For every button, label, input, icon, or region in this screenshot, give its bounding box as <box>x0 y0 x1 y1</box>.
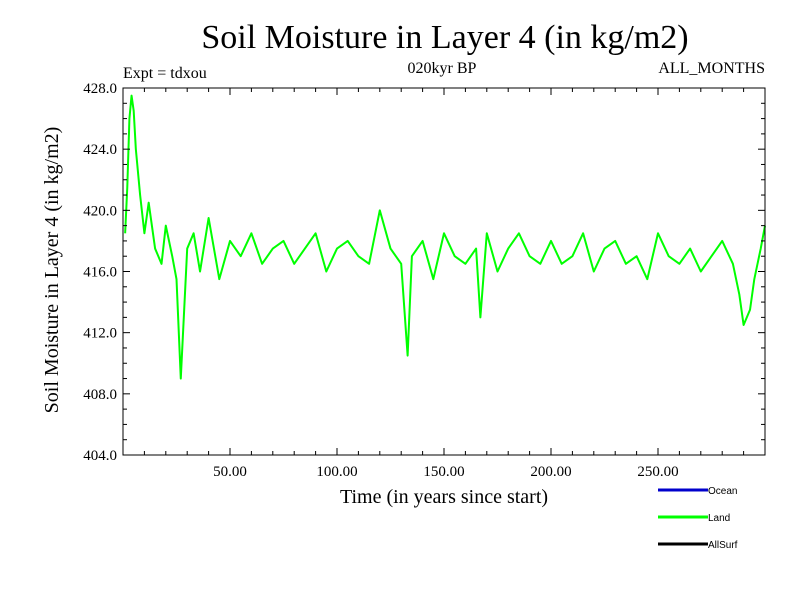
plot-frame <box>122 87 766 456</box>
chart-title: Soil Moisture in Layer 4 (in kg/m2) <box>201 19 688 56</box>
y-tick-label: 424.0 <box>83 142 117 158</box>
legend-label-land: Land <box>708 513 730 524</box>
months-label: ALL_MONTHS <box>658 60 765 77</box>
plot-area <box>124 94 766 380</box>
x-tick-label: 50.00 <box>213 464 247 480</box>
y-tick-label: 404.0 <box>83 448 117 464</box>
y-axis-label: Soil Moisture in Layer 4 (in kg/m2) <box>41 127 63 414</box>
period-label: 020kyr BP <box>408 60 477 77</box>
x-axis-label: Time (in years since start) <box>340 486 548 508</box>
legend-label-allsurf: AllSurf <box>708 540 738 551</box>
legend-label-ocean: Ocean <box>708 486 737 497</box>
series-line-land <box>124 94 766 380</box>
x-tick-label: 250.00 <box>637 464 678 480</box>
x-tick-label: 100.00 <box>316 464 357 480</box>
y-tick-label: 420.0 <box>83 203 117 219</box>
y-tick-label: 412.0 <box>83 326 117 342</box>
legend: Ocean Land AllSurf <box>658 486 738 551</box>
y-tick-label: 416.0 <box>83 265 117 281</box>
x-tick-label: 200.00 <box>530 464 571 480</box>
experiment-label: Expt = tdxou <box>123 65 207 82</box>
y-tick-label: 428.0 <box>83 81 117 97</box>
y-tick-label: 408.0 <box>83 387 117 403</box>
y-axis: 404.0 408.0 412.0 416.0 420.0 424.0 428.0 <box>83 81 765 464</box>
x-axis: 50.00 100.00 150.00 200.00 250.00 <box>143 88 745 480</box>
x-tick-label: 150.00 <box>423 464 464 480</box>
